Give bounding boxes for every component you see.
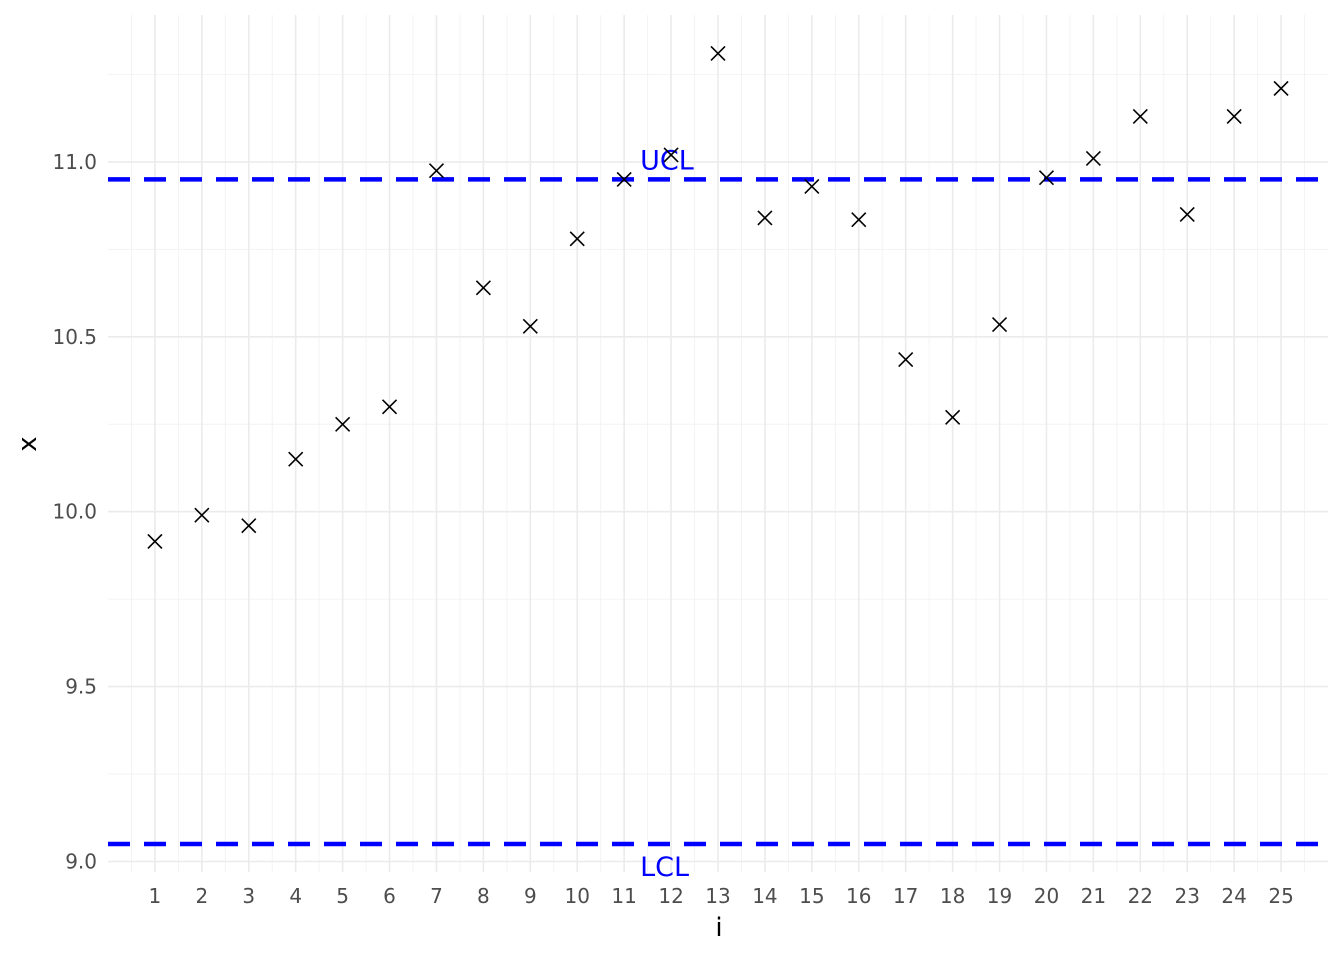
y-tick-label: 9.0	[65, 850, 97, 874]
data-point	[616, 171, 632, 187]
data-point	[241, 518, 257, 534]
x-tick-label: 9	[524, 884, 537, 908]
data-point	[1132, 108, 1148, 125]
x-tick-label: 10	[565, 884, 590, 908]
x-tick-label: 20	[1034, 884, 1059, 908]
y-tick-label: 10.0	[52, 500, 97, 524]
data-point	[851, 212, 867, 228]
grid-major	[108, 15, 1328, 872]
x-tick-label: 13	[705, 884, 730, 908]
data-point	[288, 451, 304, 467]
x-tick-label: 22	[1128, 884, 1153, 908]
data-point	[147, 533, 163, 550]
data-point	[663, 147, 679, 163]
data-point	[475, 280, 491, 296]
data-point	[381, 399, 398, 415]
x-tick-label: 1	[149, 884, 162, 908]
ref-label-lcl: LCL	[640, 852, 689, 883]
x-tick-label: 21	[1081, 884, 1106, 908]
x-tick-label: 18	[940, 884, 965, 908]
data-point	[945, 409, 961, 425]
data-point	[335, 416, 351, 432]
data-point	[898, 351, 914, 368]
x-tick-label: 3	[242, 884, 255, 908]
x-tick-label: 19	[987, 884, 1012, 908]
y-tick-labels: 9.0 9.5 10.0 10.5 11.0	[52, 150, 97, 874]
y-tick-label: 10.5	[52, 325, 97, 349]
x-tick-label: 4	[289, 884, 302, 908]
data-point	[1273, 80, 1289, 97]
x-tick-label: 24	[1221, 884, 1246, 908]
x-tick-label: 17	[893, 884, 918, 908]
y-tick-label: 11.0	[52, 150, 97, 174]
x-tick-labels: 1 2 3 4 5 6 7 8 9 10 11 12 13 14 15 16 17 18 19 20 21 22 23 24 2…	[149, 884, 1294, 908]
data-point	[1085, 150, 1101, 166]
x-tick-label: 5	[336, 884, 349, 908]
data-point	[991, 317, 1008, 333]
data-point	[1038, 170, 1055, 186]
x-tick-label: 23	[1175, 884, 1200, 908]
x-tick-label: 15	[799, 884, 824, 908]
y-tick-label: 9.5	[65, 675, 97, 699]
y-axis-title: x	[13, 436, 43, 451]
x-tick-label: 6	[383, 884, 396, 908]
x-tick-label: 25	[1268, 884, 1293, 908]
data-point	[804, 178, 820, 194]
x-tick-label: 8	[477, 884, 490, 908]
x-tick-label: 16	[846, 884, 871, 908]
x-tick-label: 14	[752, 884, 777, 908]
data-point	[757, 210, 773, 226]
grid-minor	[108, 15, 1328, 872]
data-point	[710, 45, 726, 62]
x-axis-title: i	[715, 913, 722, 943]
data-point	[428, 163, 445, 179]
data-point	[522, 318, 538, 334]
x-tick-label: 11	[611, 884, 636, 908]
data-point	[1226, 108, 1242, 125]
data-point	[569, 231, 585, 247]
x-tick-label: 2	[195, 884, 208, 908]
x-tick-label: 12	[658, 884, 683, 908]
x-tick-label: 7	[430, 884, 443, 908]
data-points	[147, 45, 1289, 550]
data-point	[1179, 206, 1195, 222]
data-point	[194, 507, 210, 523]
